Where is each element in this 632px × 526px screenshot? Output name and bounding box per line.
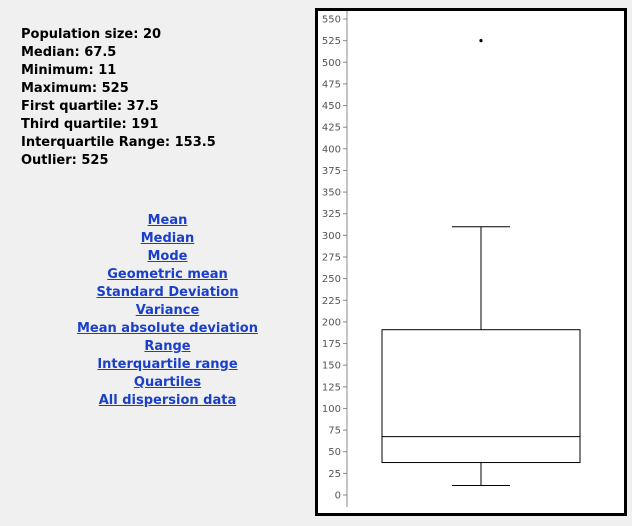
y-tick-label: 325 [322,209,341,220]
y-tick-label: 25 [328,469,341,480]
stat-median: Median: 67.5 [21,44,216,62]
stat-value: 153.5 [174,135,216,150]
y-tick-label: 275 [322,253,341,264]
y-tick-label: 225 [322,296,341,307]
y-tick-label: 150 [322,361,341,372]
link-range[interactable]: Range [144,339,191,354]
link-mean-absolute-deviation[interactable]: Mean absolute deviation [76,321,258,336]
link-variance[interactable]: Variance [135,303,200,318]
y-tick-label: 475 [322,79,341,90]
statistics-summary: Population size: 20 Median: 67.5 Minimum… [21,26,216,170]
y-tick-label: 125 [322,382,341,393]
box-plot-svg: 0 25 50 75 100 125 150 175 200 225 250 275 300 325 350… [322,11,581,507]
link-geometric-mean[interactable]: Geometric mean [107,267,228,282]
box-plot-chart: 0 25 50 75 100 125 150 175 200 225 250 275 300 325 350… [315,8,627,516]
stat-value: 11 [98,63,117,78]
stat-label: Population size: [21,27,139,42]
link-median[interactable]: Median [140,231,195,246]
y-tick-label: 350 [322,188,341,199]
y-tick-label: 75 [328,426,341,437]
calculation-links: Mean Median Mode Geometric mean Standard… [40,212,295,410]
link-interquartile-range[interactable]: Interquartile range [97,357,238,372]
stat-maximum: Maximum: 525 [21,80,216,98]
stat-value: 525 [81,153,109,168]
stat-label: First quartile: [21,99,123,114]
stat-value: 525 [101,81,129,96]
stat-value: 191 [131,117,159,132]
y-tick-label: 425 [322,123,341,134]
stat-label: Interquartile Range: [21,135,171,150]
y-tick-label: 450 [322,101,341,112]
y-tick-label: 400 [322,144,341,155]
link-mode[interactable]: Mode [147,249,188,264]
y-tick-label: 300 [322,231,341,242]
interquartile-box [381,329,581,464]
y-tick-label: 500 [322,58,341,69]
stat-label: Third quartile: [21,117,127,132]
link-quartiles[interactable]: Quartiles [133,375,202,390]
y-tick-label: 375 [322,166,341,177]
y-tick-label: 250 [322,274,341,285]
y-tick-label: 50 [328,447,341,458]
stat-label: Median: [21,45,80,60]
stat-third-quartile: Third quartile: 191 [21,116,216,134]
y-tick-label: 525 [322,36,341,47]
stat-outlier: Outlier: 525 [21,152,216,170]
stat-population-size: Population size: 20 [21,26,216,44]
y-tick-label: 100 [322,404,341,415]
y-tick-label: 175 [322,339,341,350]
stat-label: Outlier: [21,153,77,168]
stat-value: 67.5 [84,45,117,60]
stat-interquartile-range: Interquartile Range: 153.5 [21,134,216,152]
stat-minimum: Minimum: 11 [21,62,216,80]
link-all-dispersion-data[interactable]: All dispersion data [98,393,237,408]
y-tick-label: 550 [322,15,341,26]
y-tick-label: 200 [322,317,341,328]
y-tick-label: 0 [335,491,341,502]
link-standard-deviation[interactable]: Standard Deviation [96,285,239,300]
stat-value: 37.5 [126,99,159,114]
stat-first-quartile: First quartile: 37.5 [21,98,216,116]
stat-label: Minimum: [21,63,94,78]
stat-value: 20 [142,27,162,42]
link-mean[interactable]: Mean [147,213,188,228]
outlier-point [479,39,483,43]
stat-label: Maximum: [21,81,98,96]
